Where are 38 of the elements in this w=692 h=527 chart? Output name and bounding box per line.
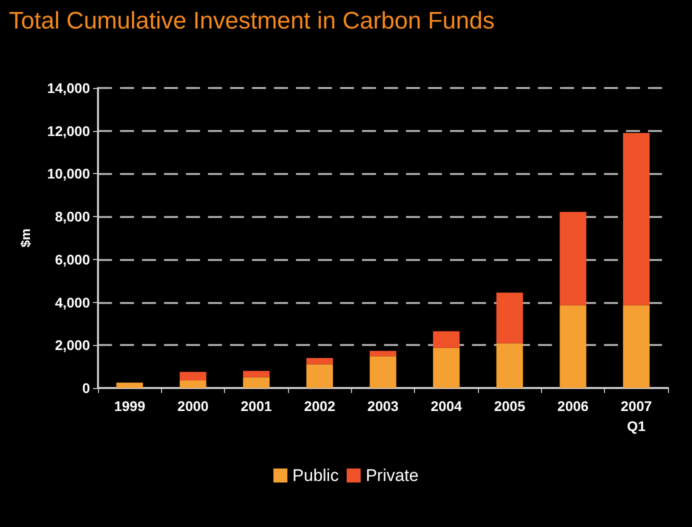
chart-title: Total Cumulative Investment in Carbon Funds (9, 8, 495, 34)
x-tick-label: 2003 (367, 398, 399, 414)
y-tick-label: 0 (82, 380, 90, 396)
bar (560, 212, 586, 306)
x-tick-label: 2001 (240, 398, 272, 414)
y-tick-label: 8,000 (54, 208, 90, 225)
bar (623, 305, 650, 388)
legend-label: Private (366, 466, 419, 485)
y-tick-label: 4,000 (54, 294, 90, 310)
bar (116, 382, 143, 388)
y-tick-label: 14,000 (47, 80, 90, 96)
y-tick-label: 12,000 (47, 122, 90, 139)
y-tick-label: 2,000 (54, 337, 90, 354)
x-tick-label: 2004 (430, 398, 462, 414)
y-axis-title: $m (18, 228, 33, 248)
bar (243, 377, 270, 388)
bar (370, 350, 396, 356)
x-tick-label: 2002 (304, 398, 336, 414)
bar (306, 358, 333, 364)
bar (433, 331, 460, 348)
bar (306, 364, 333, 388)
x-tick-label: 2006 (557, 398, 589, 414)
bar (180, 380, 206, 388)
bar (243, 370, 270, 378)
bar (180, 372, 206, 380)
bar (433, 348, 460, 388)
bar (496, 343, 523, 388)
bar (370, 356, 396, 388)
x-tick-label: 2000 (177, 398, 209, 414)
bar (496, 292, 523, 344)
x-tick-label: 2005 (494, 398, 526, 414)
legend-label: Public (292, 466, 340, 485)
bar (560, 305, 586, 388)
y-tick-label: 10,000 (47, 166, 90, 182)
x-tick-label: 2007 Q1 (620, 398, 652, 434)
x-tick-label: 1999 (114, 398, 146, 414)
bar (623, 133, 650, 306)
y-tick-label: 6,000 (54, 251, 90, 268)
